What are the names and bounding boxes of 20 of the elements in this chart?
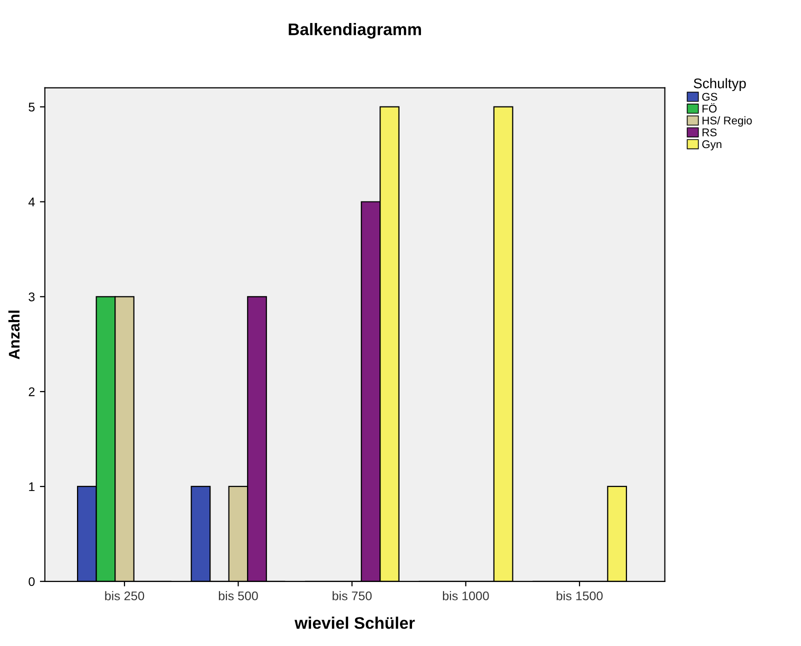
legend-label: FÖ xyxy=(702,103,717,113)
y-tick-label: 1 xyxy=(29,482,35,492)
x-tick-label: bis 750 xyxy=(332,591,372,600)
y-tick-label: 5 xyxy=(28,102,35,112)
y-tick-label: 3 xyxy=(28,292,35,302)
legend-label: Gyn xyxy=(702,140,722,150)
legend-label: HS/ Regio xyxy=(702,116,752,127)
x-tick-label: bis 250 xyxy=(105,591,144,600)
x-tick-label: bis 1000 xyxy=(442,591,489,600)
y-tick-label: 0 xyxy=(28,577,35,586)
x-tick-label: bis 1500 xyxy=(556,591,603,600)
x-axis-title: wieviel Schüler xyxy=(294,616,415,629)
chart-title: Balkendiagramm xyxy=(288,23,421,39)
legend-label: RS xyxy=(702,128,717,136)
legend-label: GS xyxy=(702,92,718,101)
y-axis-title: Anzahl xyxy=(8,310,20,360)
y-tick-label: 4 xyxy=(28,198,35,206)
y-tick-label: 2 xyxy=(28,387,35,396)
x-tick-label: bis 500 xyxy=(218,591,258,600)
legend-title: Schultyp xyxy=(694,78,746,92)
